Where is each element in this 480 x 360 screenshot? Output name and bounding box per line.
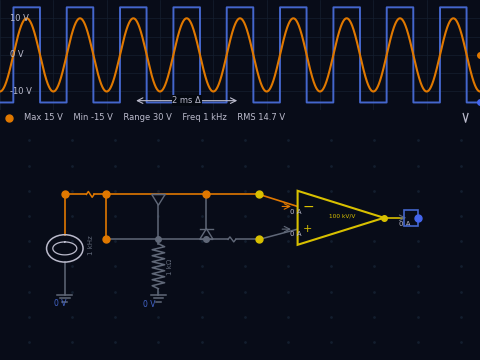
Text: 0 A: 0 A xyxy=(399,221,411,227)
Text: Max 15 V    Min -15 V    Range 30 V    Freq 1 kHz    RMS 14.7 V: Max 15 V Min -15 V Range 30 V Freq 1 kHz… xyxy=(24,113,285,122)
Text: 10 V: 10 V xyxy=(10,14,28,23)
Text: −: − xyxy=(302,199,314,213)
Text: 2 ms Δ: 2 ms Δ xyxy=(172,96,201,105)
Text: 1 kΩ: 1 kΩ xyxy=(167,259,173,275)
Bar xyxy=(404,210,418,226)
Text: 0 V: 0 V xyxy=(54,299,67,308)
Text: 100 kV/V: 100 kV/V xyxy=(329,213,355,219)
Text: 0 A: 0 A xyxy=(290,209,302,215)
Polygon shape xyxy=(298,191,384,245)
Text: 1 kHz: 1 kHz xyxy=(88,235,94,255)
Text: 0 A: 0 A xyxy=(290,231,302,237)
Text: 0 V: 0 V xyxy=(10,50,23,59)
Text: -10 V: -10 V xyxy=(10,87,32,96)
Text: 0 V: 0 V xyxy=(143,300,156,309)
Text: +: + xyxy=(302,224,312,234)
